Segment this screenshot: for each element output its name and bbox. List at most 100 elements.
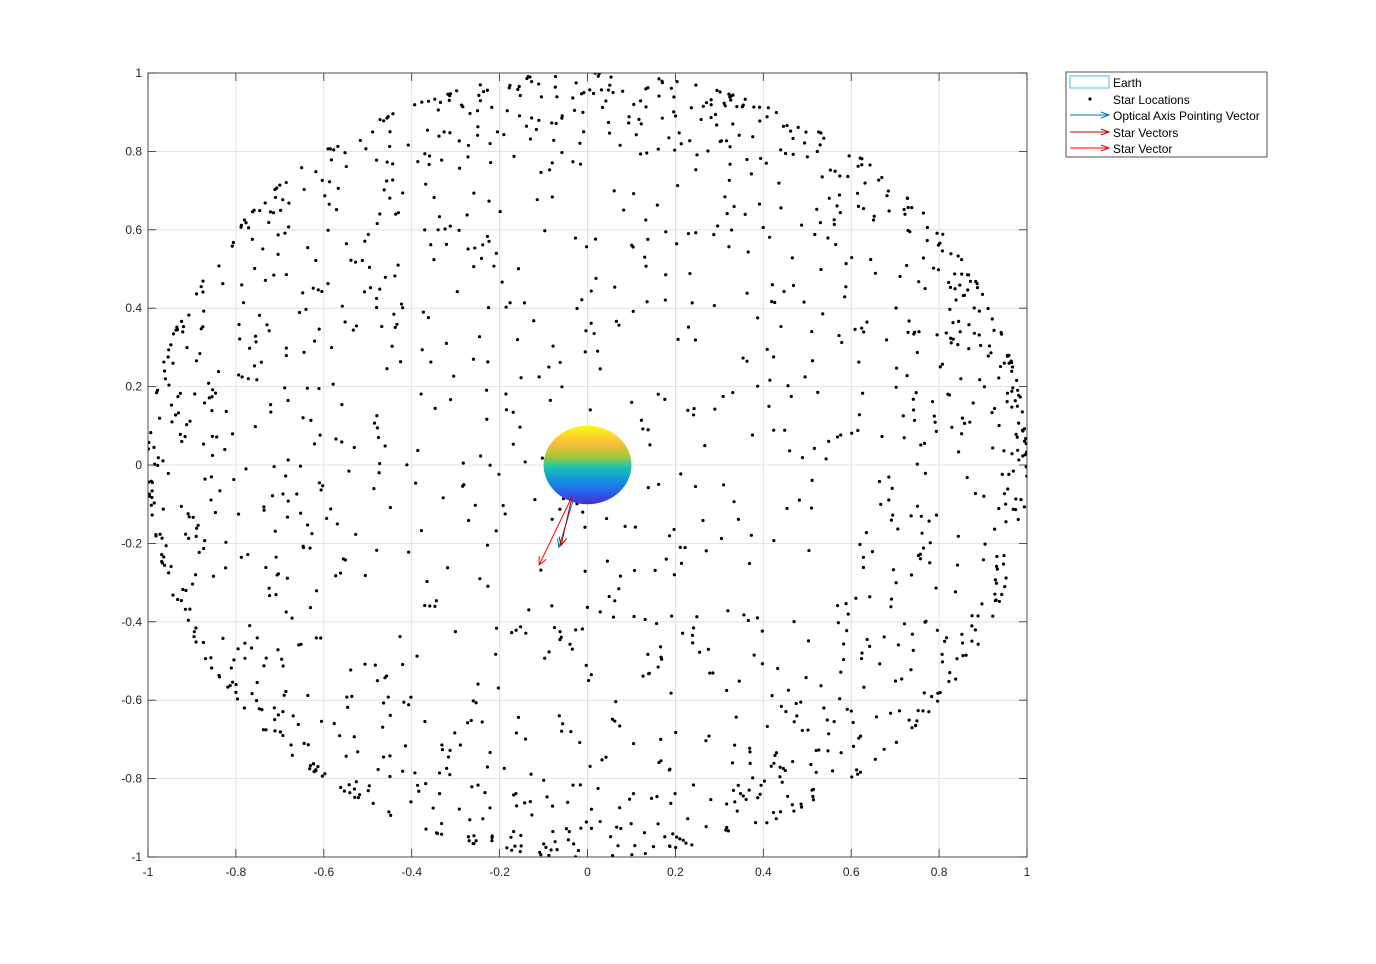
star-point (316, 288, 320, 292)
star-point (770, 283, 774, 287)
star-point (953, 272, 957, 276)
star-point (751, 135, 755, 139)
star-point (1009, 360, 1014, 365)
star-point (982, 494, 986, 498)
star-point (305, 523, 310, 527)
star-point (815, 149, 819, 154)
star-point (956, 534, 960, 538)
star-point (719, 536, 724, 541)
star-point (612, 189, 616, 193)
star-point (314, 170, 318, 174)
star-point (761, 225, 765, 230)
star-point (925, 225, 930, 230)
star-point (638, 99, 643, 103)
star-point (236, 647, 240, 651)
star-point (835, 603, 840, 608)
legend-star-marker (1088, 97, 1092, 101)
star-point (857, 413, 862, 417)
star-point (308, 767, 312, 771)
star-point (366, 789, 370, 793)
star-point (488, 750, 492, 755)
star-point (494, 652, 498, 656)
star-point (432, 258, 436, 262)
star-point (756, 316, 760, 320)
star-point (617, 587, 621, 591)
star-point (281, 198, 285, 202)
star-point (627, 797, 632, 801)
star-point (740, 105, 744, 109)
star-point (887, 498, 891, 502)
star-point (992, 406, 997, 411)
star-point (658, 645, 663, 649)
star-point (819, 131, 823, 135)
star-point (632, 102, 636, 107)
star-point (846, 612, 850, 616)
star-point (543, 229, 547, 233)
star-point (162, 360, 166, 364)
star-point (726, 609, 730, 613)
star-point (552, 138, 556, 142)
star-point (407, 550, 411, 554)
star-point (181, 325, 186, 329)
star-point (800, 728, 804, 733)
star-point (797, 498, 801, 502)
star-point (934, 513, 939, 517)
star-point (300, 166, 304, 170)
star-point (353, 795, 357, 799)
star-point (406, 143, 410, 147)
star-point (704, 549, 708, 553)
star-point (845, 707, 849, 711)
star-point (342, 789, 346, 793)
star-point (764, 161, 768, 165)
star-point (488, 463, 492, 467)
star-point (232, 658, 236, 662)
star-point (368, 286, 373, 290)
star-point (202, 401, 207, 405)
star-point (786, 688, 790, 692)
star-point (741, 794, 745, 798)
star-point (803, 375, 807, 379)
star-point (424, 782, 428, 786)
star-point (364, 147, 368, 151)
legend-star-vector-arrowhead (1100, 144, 1111, 152)
y-tick-label: -1 (131, 850, 142, 864)
star-point (310, 532, 314, 536)
star-point (444, 341, 449, 345)
star-point (409, 695, 413, 699)
star-point (352, 735, 356, 739)
x-tick-label: 0.4 (755, 865, 772, 879)
star-point (891, 513, 895, 517)
star-point (1010, 389, 1014, 393)
star-point (535, 198, 539, 202)
star-point (238, 337, 242, 341)
star-point (880, 175, 884, 180)
star-point (420, 348, 424, 352)
star-point (673, 792, 677, 796)
star-point (609, 75, 613, 79)
star-point (385, 674, 389, 678)
star-point (148, 440, 151, 445)
star-point (281, 664, 285, 668)
star-point (567, 829, 571, 834)
star-point (731, 390, 735, 395)
star-point (437, 215, 442, 219)
star-point (752, 653, 756, 657)
star-point (611, 853, 615, 857)
star-point (391, 178, 395, 182)
star-point (644, 218, 648, 222)
star-point (773, 300, 777, 305)
star-point (226, 685, 230, 689)
star-point (596, 74, 600, 78)
star-point (176, 411, 181, 415)
star-point (862, 685, 866, 689)
star-point (894, 366, 899, 370)
star-point (578, 141, 582, 145)
star-point (299, 642, 303, 646)
star-point (816, 390, 820, 394)
star-point (956, 254, 960, 258)
star-point (508, 83, 512, 87)
star-point (246, 226, 251, 230)
star-point (868, 163, 872, 167)
star-point (837, 193, 842, 197)
star-point (461, 105, 465, 109)
